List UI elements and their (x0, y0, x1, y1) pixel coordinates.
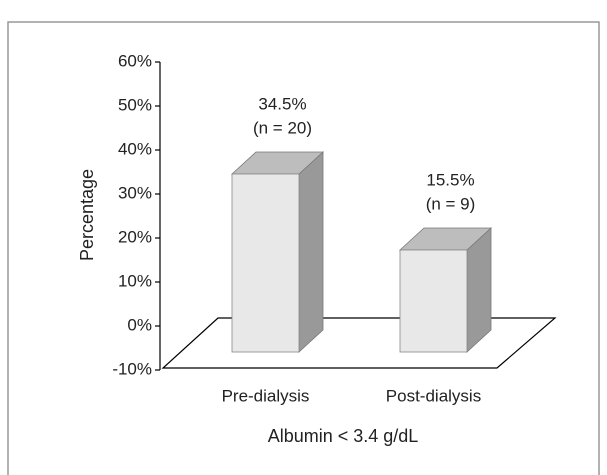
n-label: (n = 20) (253, 118, 312, 137)
y-tick-label: -10% (112, 359, 152, 378)
y-tick-label: 30% (118, 183, 152, 202)
floor (161, 317, 557, 369)
value-label: 34.5% (258, 94, 306, 113)
y-tick-label: 0% (127, 315, 152, 334)
x-axis-title: Albumin < 3.4 g/dL (268, 426, 419, 446)
n-label: (n = 9) (426, 194, 476, 213)
y-axis-title: Percentage (77, 169, 97, 261)
bar (399, 249, 468, 353)
y-tick-label: 60% (118, 51, 152, 70)
bar (231, 173, 300, 353)
bar-side (298, 151, 324, 353)
y-tick-label: 20% (118, 227, 152, 246)
x-tick-label: Pre-dialysis (222, 386, 310, 405)
y-tick-label: 50% (118, 95, 152, 114)
y-tick-label: 40% (118, 139, 152, 158)
frame (7, 21, 600, 475)
y-tick-label: 10% (118, 271, 152, 290)
value-label: 15.5% (426, 170, 474, 189)
x-tick-label: Post-dialysis (386, 386, 481, 405)
